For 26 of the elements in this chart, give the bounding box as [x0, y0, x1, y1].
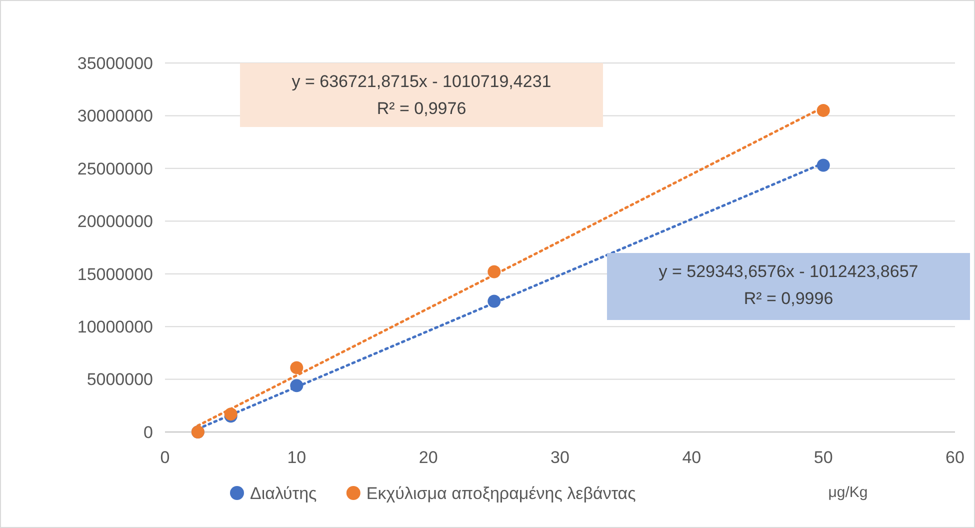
y-tick-label: 35000000 [77, 54, 153, 73]
annotation: y = 636721,8715x - 1010719,4231 R² = 0,9976 [292, 72, 552, 118]
y-tick-label: 10000000 [77, 318, 153, 337]
legend-label: Διαλύτης [250, 484, 317, 503]
x-tick-label: 40 [682, 448, 702, 467]
x-tick-label: 10 [287, 448, 306, 467]
y-tick-label: 30000000 [77, 106, 153, 126]
legend-label: Εκχύλισμα αποξηραμένης λεβάντας [366, 484, 636, 503]
x-tick-label: 0 [160, 448, 170, 467]
y-tick-label: 20000000 [77, 212, 153, 232]
point [816, 104, 830, 117]
y-tick-label: 25000000 [77, 159, 153, 178]
point [290, 361, 304, 374]
point [290, 379, 304, 392]
x-tick-label: 50 [814, 448, 833, 467]
x-tick-label: 20 [418, 448, 438, 467]
y-tick-label: 15000000 [77, 264, 153, 284]
y-tick-label: 0 [144, 422, 153, 442]
point [816, 158, 830, 172]
x-tick-label: 30 [550, 448, 570, 467]
point [488, 294, 501, 308]
x-axis-title: μg/Kg [828, 484, 868, 501]
x-tick-label: 60 [946, 448, 964, 467]
y-tick-label: 5000000 [86, 370, 153, 390]
point [488, 265, 501, 278]
annotation: y = 529343,6576x - 1012423,8657 R² = 0,9996 [658, 262, 918, 308]
